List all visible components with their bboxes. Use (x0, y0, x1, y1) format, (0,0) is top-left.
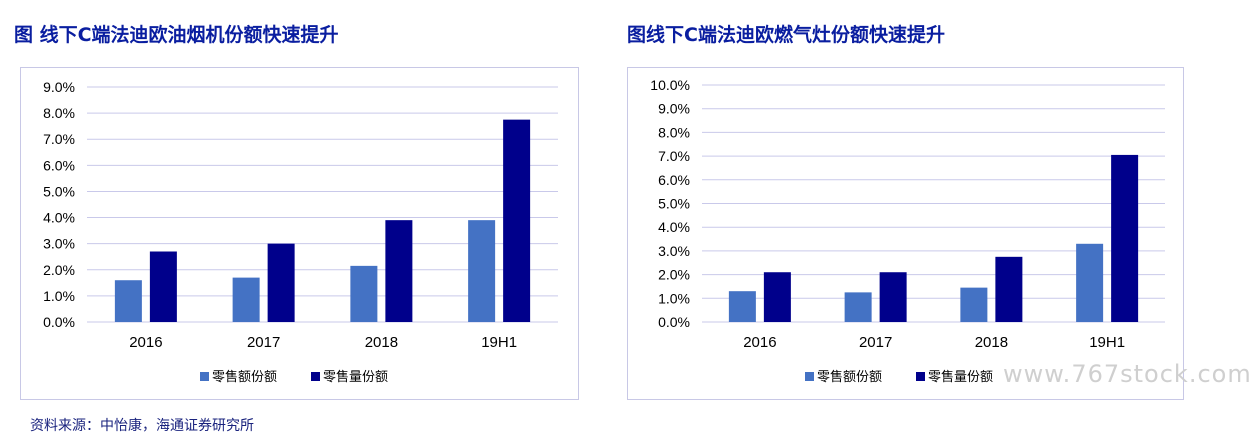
bar-volume-share (267, 243, 295, 322)
y-tick-label: 8.0% (658, 124, 690, 140)
legend-label: 零售量份额 (323, 369, 388, 385)
chart-title-left: 图 线下C端法迪欧油烟机份额快速提升 (14, 24, 339, 46)
y-tick-label: 4.0% (43, 210, 75, 226)
bar-value-share (232, 277, 260, 322)
y-tick-label: 10.0% (650, 77, 690, 93)
y-tick-label: 7.0% (43, 131, 75, 147)
y-tick-label: 9.0% (43, 79, 75, 95)
y-tick-label: 3.0% (658, 243, 690, 259)
bar-volume-share (385, 220, 413, 322)
bar-value-share (960, 287, 988, 322)
y-tick-label: 1.0% (43, 288, 75, 304)
bar-volume-share (503, 119, 531, 322)
y-tick-label: 7.0% (658, 148, 690, 164)
gas-stove-share-chart: 0.0% 1.0% 2.0% 3.0% 4.0% 5.0% 6.0% 7.0% 8.0% 9.0%… (627, 67, 1184, 400)
y-tick-label: 2.0% (658, 267, 690, 283)
bar-value-share (468, 220, 496, 322)
legend-swatch (311, 372, 320, 381)
bar-value-share (1076, 243, 1104, 322)
x-category-label: 2016 (743, 334, 776, 351)
y-tick-label: 1.0% (658, 290, 690, 306)
bar-volume-share (995, 256, 1023, 322)
y-tick-label: 0.0% (43, 314, 75, 330)
bar-volume-share (879, 272, 907, 322)
source-note: 资料来源：中怡康，海通证券研究所 (30, 418, 254, 434)
x-category-label: 2017 (247, 334, 280, 351)
y-tick-label: 4.0% (658, 219, 690, 235)
y-tick-label: 5.0% (658, 196, 690, 212)
y-tick-label: 6.0% (43, 157, 75, 173)
legend-label: 零售额份额 (817, 369, 882, 385)
y-tick-label: 6.0% (658, 172, 690, 188)
bar-volume-share (763, 272, 791, 322)
y-tick-label: 9.0% (658, 101, 690, 117)
bar-value-share (350, 265, 378, 322)
y-tick-label: 3.0% (43, 236, 75, 252)
x-category-label: 2018 (975, 334, 1008, 351)
legend-swatch (200, 372, 209, 381)
y-tick-label: 0.0% (658, 314, 690, 330)
bar-value-share (728, 291, 756, 322)
chart-title-right: 图线下C端法迪欧燃气灶份额快速提升 (627, 24, 945, 46)
x-category-label: 19H1 (481, 334, 517, 351)
bar-value-share (844, 292, 872, 322)
chart-svg-right: 0.0% 1.0% 2.0% 3.0% 4.0% 5.0% 6.0% 7.0% 8.0% 9.0%… (650, 77, 1165, 385)
chart-svg-left: 0.0% 1.0% 2.0% 3.0% 4.0% 5.0% 6.0% 7.0% 8.0% 9.0%… (43, 79, 558, 385)
x-category-label: 2017 (859, 334, 892, 351)
x-category-label: 2016 (129, 334, 162, 351)
y-tick-label: 8.0% (43, 105, 75, 121)
y-tick-label: 2.0% (43, 262, 75, 278)
legend-label: 零售额份额 (212, 369, 277, 385)
y-tick-label: 5.0% (43, 183, 75, 199)
bar-volume-share (149, 251, 177, 322)
x-category-label: 19H1 (1089, 334, 1125, 351)
bar-volume-share (1111, 154, 1139, 322)
x-category-label: 2018 (365, 334, 398, 351)
legend-swatch (916, 372, 925, 381)
legend-swatch (805, 372, 814, 381)
range-hood-share-chart: 0.0% 1.0% 2.0% 3.0% 4.0% 5.0% 6.0% 7.0% 8.0% 9.0%… (20, 67, 579, 400)
bar-value-share (114, 280, 142, 322)
watermark: www.767stock.com (1003, 360, 1252, 388)
legend-label: 零售量份额 (928, 369, 993, 385)
